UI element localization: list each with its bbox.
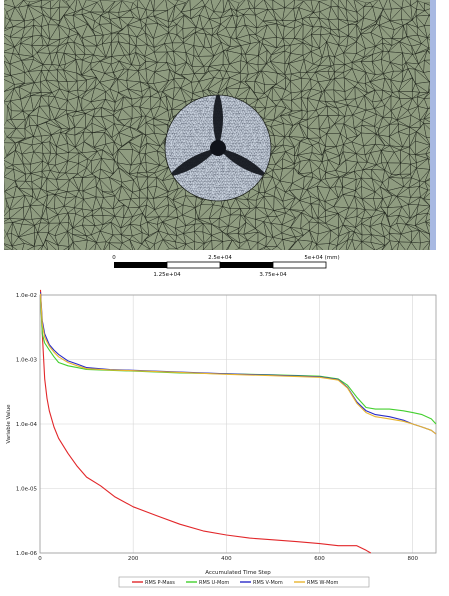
scale-segment-3	[220, 262, 273, 268]
series-line-rms-v-mom	[39, 292, 437, 435]
scale-bar: 0 2.5e+04 5e+04 (mm) 1.25e+04 3.75e+04	[112, 255, 339, 278]
blade-3	[218, 148, 269, 177]
x-tick-label: 200	[128, 556, 139, 562]
legend-label: RMS V-Mom	[253, 580, 283, 586]
scale-segment-1	[114, 262, 167, 268]
scale-label-end: 5e+04 (mm)	[304, 255, 339, 261]
x-axis-label: Accumulated Time Step	[205, 570, 271, 576]
mesh-view	[4, 0, 430, 250]
y-tick-label: 1.0e-05	[16, 487, 38, 493]
mesh-svg	[4, 0, 430, 250]
blade-2	[167, 148, 218, 177]
blade-1	[213, 95, 223, 148]
axis-ticks: 0 200 400 600 800 1.0e-02 1.0e-03 1.0e-04 1.0e-0…	[16, 293, 419, 562]
legend-label: RMS P-Mass	[145, 580, 175, 586]
x-tick-label: 800	[407, 556, 418, 562]
legend-label: RMS U-Mom	[199, 580, 229, 586]
scale-segment-4	[272, 261, 327, 269]
legend-label: RMS W-Mom	[307, 580, 338, 586]
scale-label-quarter: 1.25e+04	[153, 272, 181, 278]
scale-label-0: 0	[112, 255, 116, 261]
y-tick-label: 1.0e-03	[16, 358, 38, 364]
series-line-rms-w-mom	[39, 293, 437, 435]
series-lines	[39, 289, 437, 554]
series-line-rms-u-mom	[39, 297, 437, 425]
scale-label-mid: 2.5e+04	[208, 255, 232, 261]
refined-region-boundary	[164, 94, 272, 202]
grid	[39, 294, 436, 554]
x-tick-label: 0	[38, 556, 42, 562]
scale-label-three-quarter: 3.75e+04	[259, 272, 287, 278]
x-tick-label: 400	[221, 556, 232, 562]
viewport-edge-strip	[430, 0, 436, 250]
y-tick-label: 1.0e-04	[16, 422, 38, 428]
y-tick-label: 1.0e-02	[16, 293, 37, 299]
y-tick-label: 1.0e-06	[16, 551, 38, 557]
residual-chart: 0 200 400 600 800 1.0e-02 1.0e-03 1.0e-04 1.0e-0…	[6, 289, 437, 588]
series-line-rms-p-mass	[39, 289, 372, 554]
hub	[210, 140, 226, 156]
refined-mesh	[165, 95, 271, 201]
y-axis-label: Variable Value	[6, 404, 12, 444]
x-tick-label: 600	[314, 556, 325, 562]
scale-segment-2	[166, 261, 221, 269]
legend: RMS P-Mass RMS U-Mom RMS V-Mom RMS W-Mom	[132, 580, 338, 586]
